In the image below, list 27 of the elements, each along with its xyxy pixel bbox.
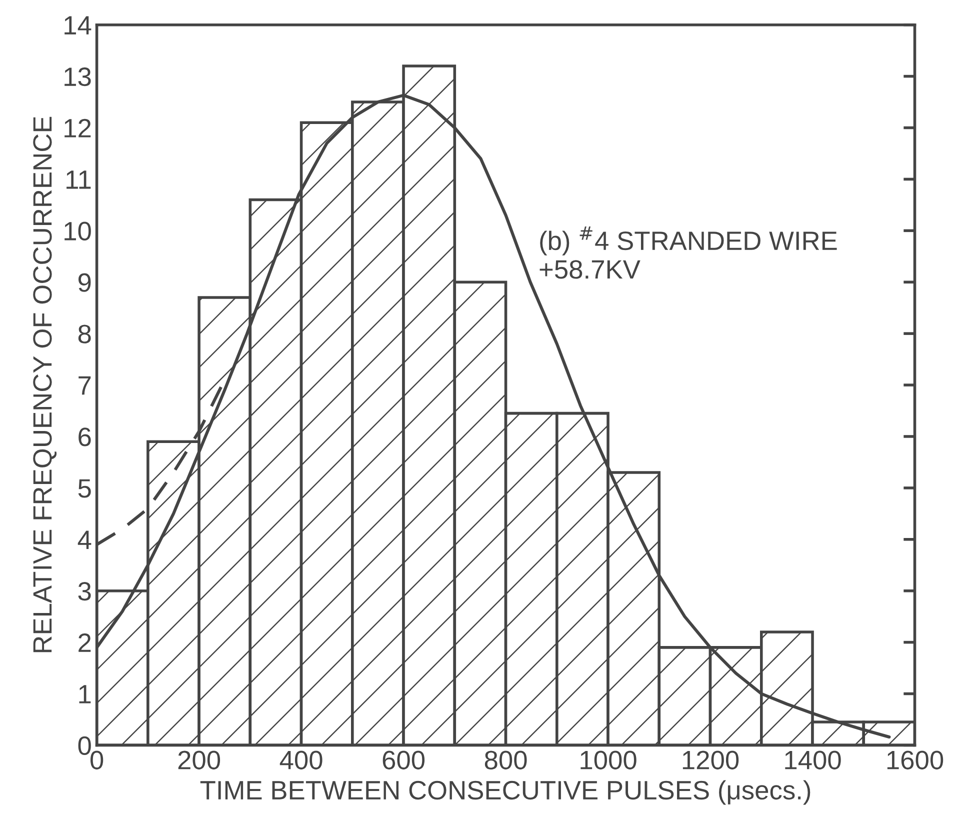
y-tick-label: 5 — [78, 479, 91, 498]
x-tick-label: 200 — [178, 750, 220, 770]
x-tick-label: 1400 — [785, 750, 841, 770]
x-tick-label: 400 — [280, 750, 322, 770]
annotation: (b) $^{#}$4 STRANDED WIRE +58.7KV — [540, 226, 837, 279]
x-axis-title: TIME BETWEEN CONSECUTIVE PULSES (μsecs.) — [200, 780, 810, 805]
y-tick-label: 13 — [64, 67, 91, 86]
x-tick-label: 800 — [484, 750, 527, 770]
y-tick-label: 1 — [79, 685, 91, 704]
y-tick-label: 11 — [66, 170, 91, 189]
y-tick-label: 6 — [78, 428, 91, 446]
y-tick-label: 10 — [64, 222, 91, 240]
y-tick-label: 0 — [78, 736, 91, 756]
y-axis-title: RELATIVE FREQUENCY OF OCCURRENCE — [33, 116, 57, 652]
y-tick-label: 7 — [78, 376, 91, 395]
x-tick-label: 1000 — [580, 750, 636, 770]
y-tick-label: 12 — [64, 118, 91, 138]
y-tick-label: 8 — [78, 324, 91, 344]
y-tick-label: 3 — [78, 582, 91, 601]
y-tick-label: 4 — [78, 530, 92, 549]
x-tick-label: 600 — [382, 750, 425, 770]
y-tick-label: 14 — [64, 16, 92, 34]
x-tick-label: 1600 — [887, 750, 944, 770]
x-tick-label: 1200 — [682, 750, 739, 770]
x-tick-label: 0 — [90, 750, 104, 770]
y-tick-label: 2 — [78, 633, 91, 652]
y-tick-label: 9 — [78, 273, 91, 292]
